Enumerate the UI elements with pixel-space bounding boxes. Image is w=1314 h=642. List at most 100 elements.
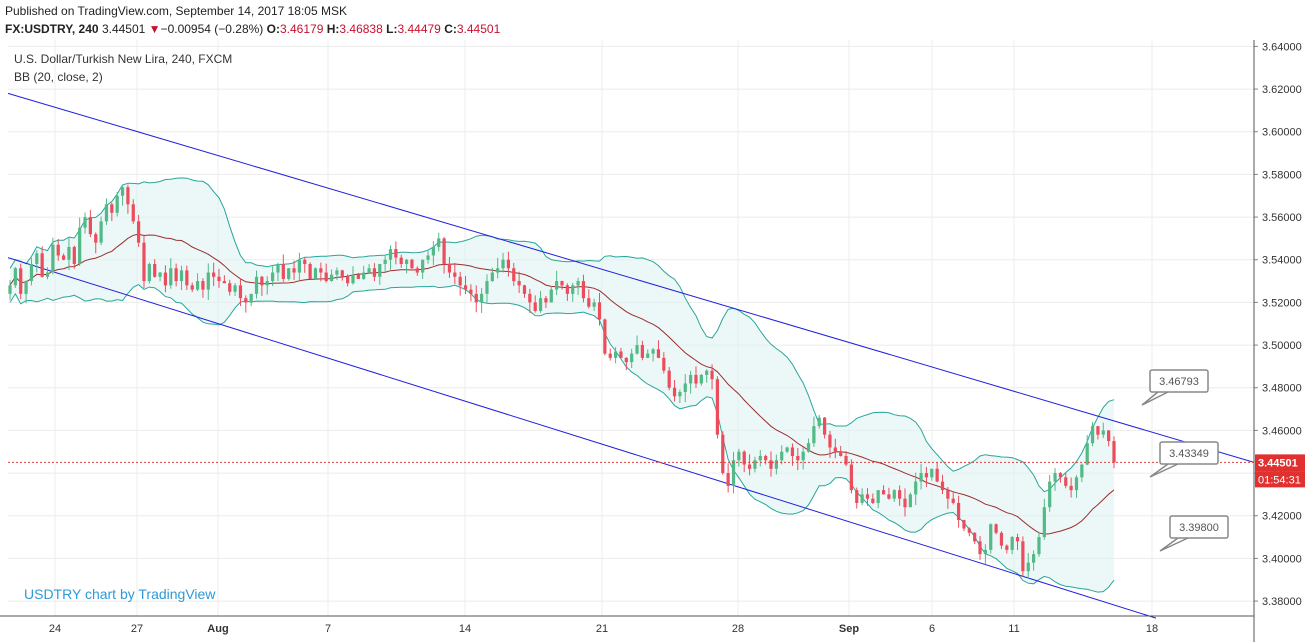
candle (474, 285, 478, 313)
y-tick-label: 3.56000 (1262, 212, 1302, 224)
candle-body (1053, 473, 1057, 482)
candle-body (769, 460, 773, 469)
last-price: 3.44501 (101, 22, 146, 36)
candle-body (1026, 562, 1030, 572)
price-chart[interactable]: 3.380003.400003.420003.440003.460003.480… (0, 40, 1314, 642)
candle-body (828, 434, 832, 448)
candle (683, 374, 687, 403)
open-label: O: (266, 22, 280, 36)
candle-body (597, 302, 602, 320)
candle-body (817, 417, 821, 427)
tradingview-watermark[interactable]: USDTRY chart by TradingView (24, 586, 216, 602)
candle-body (1107, 430, 1111, 442)
candle-body (8, 285, 12, 294)
candle-body (421, 259, 425, 273)
candle-body (549, 289, 553, 303)
candle-body (110, 204, 114, 213)
candle (656, 340, 661, 359)
y-tick-label: 3.52000 (1262, 297, 1302, 309)
candle (801, 446, 805, 470)
candle (544, 295, 548, 309)
candle-body (1037, 537, 1041, 555)
candle-body (212, 272, 216, 277)
candle-body (362, 272, 366, 279)
candle (973, 532, 977, 545)
candle (812, 416, 816, 447)
x-tick-label: 21 (596, 623, 608, 635)
candle-body (667, 370, 671, 388)
y-tick-label: 3.54000 (1262, 255, 1302, 267)
candle (308, 262, 312, 280)
candle (892, 489, 896, 502)
candle (19, 263, 23, 300)
callout-box (1159, 441, 1219, 465)
candle-body (983, 549, 987, 555)
candle (796, 447, 800, 471)
candle (78, 217, 82, 267)
candle (260, 275, 264, 296)
candle (367, 263, 371, 274)
candle-body (603, 319, 607, 354)
candle-body (238, 285, 243, 299)
candle-body (522, 285, 527, 294)
channel-upper-line (7, 92, 1255, 463)
candle (24, 280, 28, 304)
x-tick-label: 24 (49, 623, 61, 635)
chart-header: Published on TradingView.com, September … (0, 0, 1314, 40)
candle-body (555, 281, 559, 290)
candle-body (737, 451, 741, 461)
candle (865, 488, 870, 506)
x-tick-label: 11 (1008, 623, 1019, 635)
candle-body (372, 268, 377, 277)
candle (153, 259, 157, 278)
candle (646, 349, 650, 359)
candle (914, 472, 918, 506)
high-label: H: (326, 22, 340, 36)
candle (142, 234, 146, 289)
candle (785, 446, 789, 454)
candle-body (490, 272, 494, 282)
candle-body (94, 234, 98, 243)
candle-body (83, 217, 87, 228)
candle (8, 280, 12, 300)
candle (426, 250, 430, 264)
candle-body (903, 498, 907, 508)
candle-body (329, 274, 334, 282)
candle-body (378, 264, 382, 277)
candle (538, 290, 543, 313)
candle (212, 262, 216, 286)
candle (303, 257, 307, 273)
candle (104, 198, 109, 225)
candle-body (185, 270, 189, 286)
y-tick-label: 3.38000 (1262, 596, 1302, 608)
candle (297, 252, 302, 282)
candle-body (592, 302, 596, 307)
candle-body (394, 249, 398, 258)
candle-body (351, 274, 355, 284)
candle-body (801, 451, 805, 461)
candle-body (646, 353, 650, 358)
candle (56, 238, 60, 261)
candle (651, 347, 655, 362)
candle (485, 274, 489, 303)
candle (774, 454, 778, 475)
bb-fill (10, 177, 1114, 593)
candle (195, 273, 200, 292)
candle-body (533, 302, 537, 311)
candle (346, 274, 350, 287)
candle (780, 445, 784, 465)
candle (769, 451, 773, 477)
candle (1042, 498, 1046, 540)
candle-body (324, 272, 328, 282)
candle (281, 254, 285, 282)
candle-body (940, 481, 945, 491)
candle (40, 246, 44, 278)
candle-body (512, 268, 516, 282)
candle-body (249, 293, 253, 303)
candle-body (137, 221, 141, 243)
channel-lower-line (7, 257, 1157, 619)
candle-body (855, 490, 859, 503)
candle (528, 288, 532, 313)
candle (1005, 544, 1009, 554)
candle (710, 364, 714, 390)
